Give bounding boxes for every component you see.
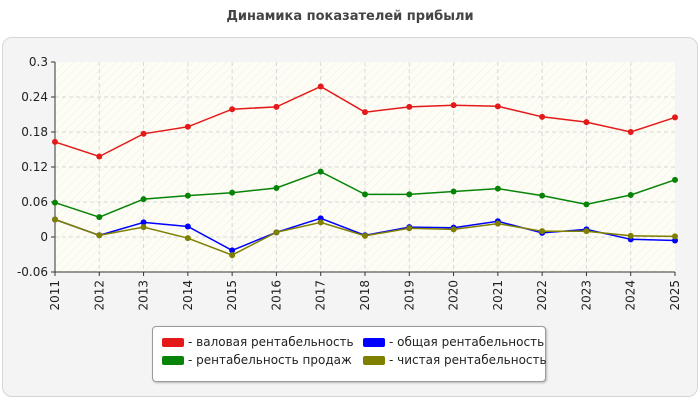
data-point-3 (672, 233, 678, 240)
x-tick-label: 2022 (535, 280, 549, 311)
data-point-1 (184, 223, 191, 230)
data-point-2 (406, 191, 413, 198)
data-point-3 (317, 219, 324, 226)
data-point-3 (52, 216, 58, 223)
legend-swatch-sales (162, 355, 184, 365)
data-point-0 (494, 103, 501, 110)
x-tick-label: 2013 (137, 280, 151, 311)
data-point-0 (627, 129, 634, 135)
data-point-2 (140, 196, 147, 203)
y-tick-label: 0 (40, 230, 48, 244)
data-point-3 (273, 229, 280, 236)
data-point-0 (539, 113, 546, 120)
x-tick-label: 2011 (48, 280, 62, 311)
legend-swatch-gross (162, 337, 184, 347)
data-point-3 (96, 232, 103, 239)
legend-item-sales: - рентабельность продаж (162, 353, 352, 367)
data-point-1 (140, 219, 147, 226)
data-point-3 (539, 228, 546, 235)
y-tick-label: 0.12 (21, 160, 48, 174)
data-point-3 (184, 235, 191, 242)
legend-item-gross: - валовая рентабельность (162, 335, 354, 349)
data-point-2 (583, 201, 590, 208)
data-point-3 (450, 226, 457, 233)
data-point-3 (229, 252, 236, 259)
data-point-0 (583, 119, 590, 126)
y-tick-label: 0.24 (21, 90, 48, 104)
data-point-2 (450, 188, 457, 195)
data-point-0 (273, 103, 280, 110)
y-tick-label: 0.18 (21, 125, 48, 139)
data-point-0 (96, 153, 103, 160)
data-point-2 (539, 192, 546, 199)
x-tick-label: 2024 (624, 280, 638, 311)
x-tick-label: 2015 (225, 280, 239, 311)
x-tick-label: 2019 (402, 280, 416, 311)
y-tick-label: 0.06 (21, 195, 48, 209)
data-point-2 (362, 191, 368, 198)
y-tick-label: 0.3 (29, 55, 48, 69)
legend-swatch-net (363, 355, 385, 365)
x-tick-label: 2025 (668, 280, 682, 311)
data-point-0 (140, 130, 147, 137)
data-point-0 (317, 83, 324, 90)
x-tick-label: 2014 (181, 280, 195, 311)
data-point-3 (140, 224, 147, 231)
legend-label-sales: - рентабельность продаж (188, 353, 352, 367)
data-point-3 (494, 220, 501, 227)
x-tick-label: 2016 (269, 280, 283, 311)
data-point-0 (406, 103, 413, 110)
data-point-3 (362, 232, 368, 239)
data-point-0 (229, 106, 236, 113)
y-tick-label: -0.06 (17, 265, 48, 279)
x-tick-label: 2012 (92, 280, 106, 311)
data-point-2 (229, 189, 236, 196)
data-point-3 (406, 225, 413, 232)
data-point-2 (627, 192, 634, 198)
x-tick-label: 2021 (491, 280, 505, 311)
data-point-2 (494, 185, 501, 192)
chart-title: Динамика показателей прибыли (226, 9, 474, 24)
data-point-3 (627, 232, 634, 239)
data-point-0 (362, 109, 368, 116)
legend-item-net: - чистая рентабельность (363, 353, 547, 367)
legend: - валовая рентабельность - общая рентабе… (152, 326, 547, 382)
data-point-0 (672, 114, 678, 121)
legend-swatch-total (363, 337, 385, 347)
data-point-2 (184, 192, 191, 199)
data-point-1 (229, 247, 236, 254)
x-tick-label: 2020 (447, 280, 461, 311)
legend-item-total: - общая рентабельность (363, 335, 544, 349)
data-point-0 (184, 123, 191, 130)
data-point-0 (52, 138, 58, 145)
legend-label-net: - чистая рентабельность (389, 353, 547, 367)
data-point-0 (450, 102, 457, 109)
x-tick-label: 2023 (579, 280, 593, 311)
data-point-2 (52, 199, 58, 206)
x-tick-label: 2017 (314, 280, 328, 311)
x-tick-label: 2018 (358, 280, 372, 311)
legend-label-total: - общая рентабельность (389, 335, 545, 349)
data-point-2 (672, 176, 678, 183)
data-point-2 (317, 168, 324, 175)
legend-label-gross: - валовая рентабельность (188, 335, 354, 349)
data-point-3 (583, 228, 590, 235)
data-point-2 (273, 185, 280, 191)
data-point-2 (96, 214, 103, 221)
